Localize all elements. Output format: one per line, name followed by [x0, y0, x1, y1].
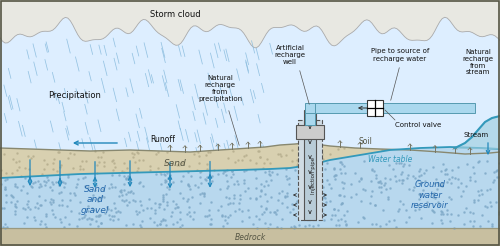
Text: Control valve: Control valve	[395, 122, 442, 128]
Text: Runoff: Runoff	[150, 136, 175, 144]
Bar	[0, 228, 500, 246]
Text: Natural
recharge
from
precipitation: Natural recharge from precipitation	[198, 75, 242, 102]
Text: Artificial
recharge
well: Artificial recharge well	[274, 45, 306, 65]
Polygon shape	[0, 0, 500, 48]
Text: Ground
water
reservoir: Ground water reservoir	[411, 180, 449, 210]
Text: Sand
and
gravel: Sand and gravel	[81, 185, 109, 215]
Text: Bedrock: Bedrock	[234, 232, 266, 242]
Text: Soil: Soil	[358, 138, 372, 147]
Bar	[315, 103, 475, 113]
Bar	[298, 120, 322, 220]
Bar	[304, 110, 316, 220]
Text: Injection pipe: Injection pipe	[310, 156, 316, 194]
Polygon shape	[0, 143, 500, 246]
Polygon shape	[0, 147, 500, 246]
Bar	[305, 103, 325, 113]
Text: Precipitation: Precipitation	[48, 91, 102, 99]
Bar	[305, 108, 315, 125]
Text: Water table: Water table	[368, 155, 412, 165]
Bar	[367, 100, 383, 116]
Text: Pipe to source of
recharge water: Pipe to source of recharge water	[371, 48, 429, 62]
Text: Natural
recharge
from
stream: Natural recharge from stream	[462, 48, 494, 76]
Text: Sand: Sand	[164, 158, 186, 168]
Polygon shape	[455, 116, 500, 149]
Text: Stream: Stream	[464, 132, 489, 138]
Bar	[296, 125, 324, 139]
Text: Storm cloud: Storm cloud	[150, 10, 200, 19]
